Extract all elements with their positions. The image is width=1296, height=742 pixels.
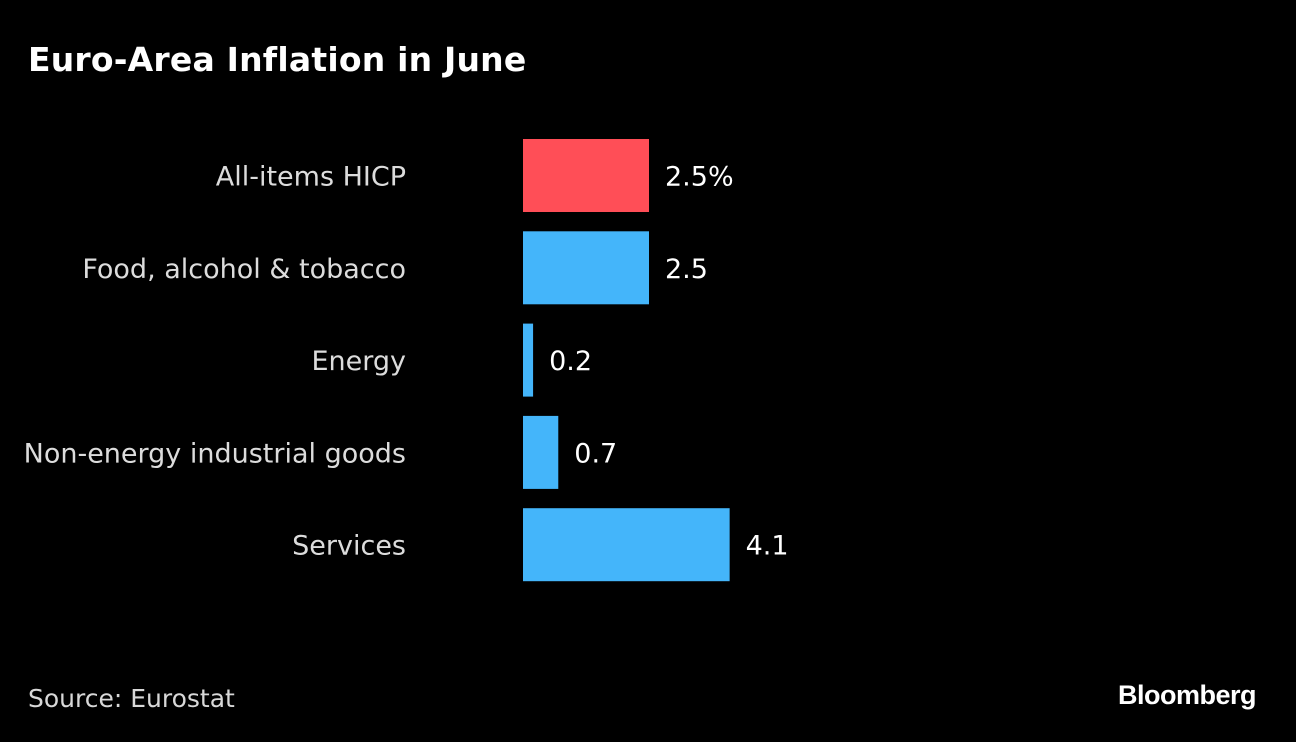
bar-services (523, 508, 730, 582)
category-label-non-energy-industrial-goods: Non-energy industrial goods (24, 438, 406, 469)
value-label-non-energy-industrial-goods: 0.7 (574, 438, 617, 469)
value-labels-group: 2.5% 2.5 0.2 0.7 4.1 (549, 162, 789, 562)
category-label-energy: Energy (311, 346, 406, 377)
bar-food-alcohol-tobacco (523, 231, 649, 305)
category-labels-group: All-items HICP Food, alcohol & tobacco Ene… (24, 162, 406, 562)
bar-all-items-hicp (523, 139, 649, 212)
category-label-all-items-hicp: All-items HICP (216, 162, 406, 193)
value-label-services: 4.1 (746, 531, 789, 562)
value-label-food-alcohol-tobacco: 2.5 (665, 254, 708, 285)
value-label-all-items-hicp: 2.5% (665, 162, 734, 193)
bar-non-energy-industrial-goods (523, 415, 559, 489)
bars-group (523, 139, 730, 582)
value-label-energy: 0.2 (549, 346, 592, 377)
category-label-food-alcohol-tobacco: Food, alcohol & tobacco (82, 254, 406, 285)
chart-title: Euro-Area Inflation in June (28, 40, 527, 79)
bloomberg-logo: Bloomberg (1117, 680, 1257, 710)
source-note: Source: Eurostat (28, 684, 235, 713)
bar-energy (523, 323, 534, 397)
category-label-services: Services (292, 531, 406, 562)
